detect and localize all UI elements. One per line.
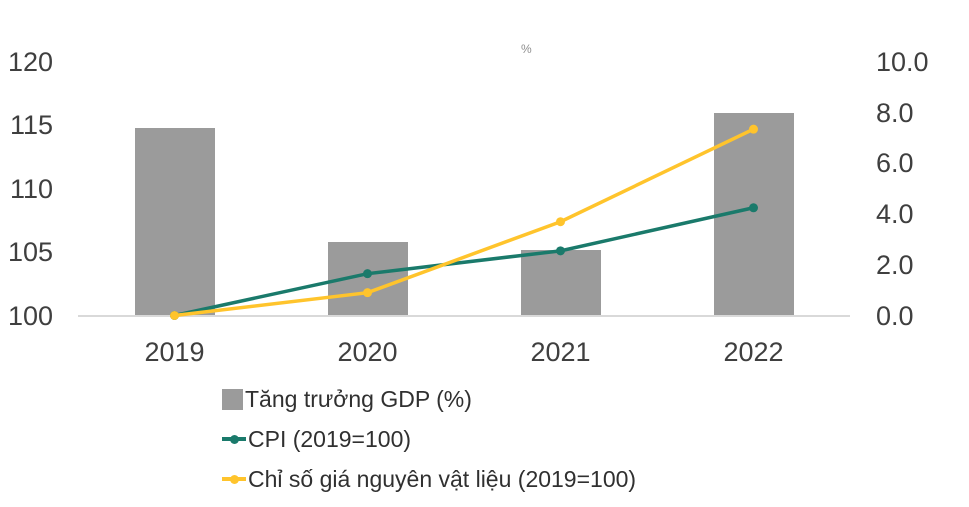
legend: Tăng trưởng GDP (%) CPI (2019=100) Chỉ s… [222,379,636,499]
right-axis-tick: 10.0 [876,47,929,77]
left-axis-tick: 115 [9,110,53,141]
left-axis-tick: 120 [7,47,53,77]
left-axis-tick: 110 [9,173,53,204]
legend-item-gdp: Tăng trưởng GDP (%) [222,379,636,419]
left-axis-tick: 105 [7,237,53,268]
legend-label: Tăng trưởng GDP (%) [245,385,472,412]
x-axis-label: 2020 [337,337,398,367]
line-series [174,206,754,318]
legend-item-materials: Chỉ số giá nguyên vật liệu (2019=100) [222,459,636,499]
line-dot-legend-icon [222,467,246,491]
x-axis-label: 2022 [723,337,784,367]
bar-legend-swatch-icon [222,388,243,410]
legend-label: Chỉ số giá nguyên vật liệu (2019=100) [248,465,637,492]
legend-label: CPI (2019=100) [248,425,412,452]
right-axis-tick: 6.0 [876,148,914,179]
right-axis-tick: 8.0 [876,97,914,128]
legend-dot [229,474,239,484]
legend-dot [229,434,239,444]
bar-2020 [327,241,408,316]
bar-2019 [134,127,215,316]
right-axis-tick: 2.0 [876,249,914,280]
stray-percent-mark: % [521,42,532,56]
bar-2021 [520,249,601,316]
right-axis-tick: 4.0 [876,199,914,230]
right-axis-tick: 0.0 [876,300,914,331]
line-series [174,127,755,318]
left-axis-tick: 100 [7,300,53,331]
line-dot-legend-icon [222,427,246,451]
line-point-marker [556,217,565,227]
legend-item-cpi: CPI (2019=100) [222,419,636,459]
bar-2022 [713,112,794,316]
x-axis-label: 2019 [144,337,205,367]
x-axis-label: 2021 [530,337,591,367]
